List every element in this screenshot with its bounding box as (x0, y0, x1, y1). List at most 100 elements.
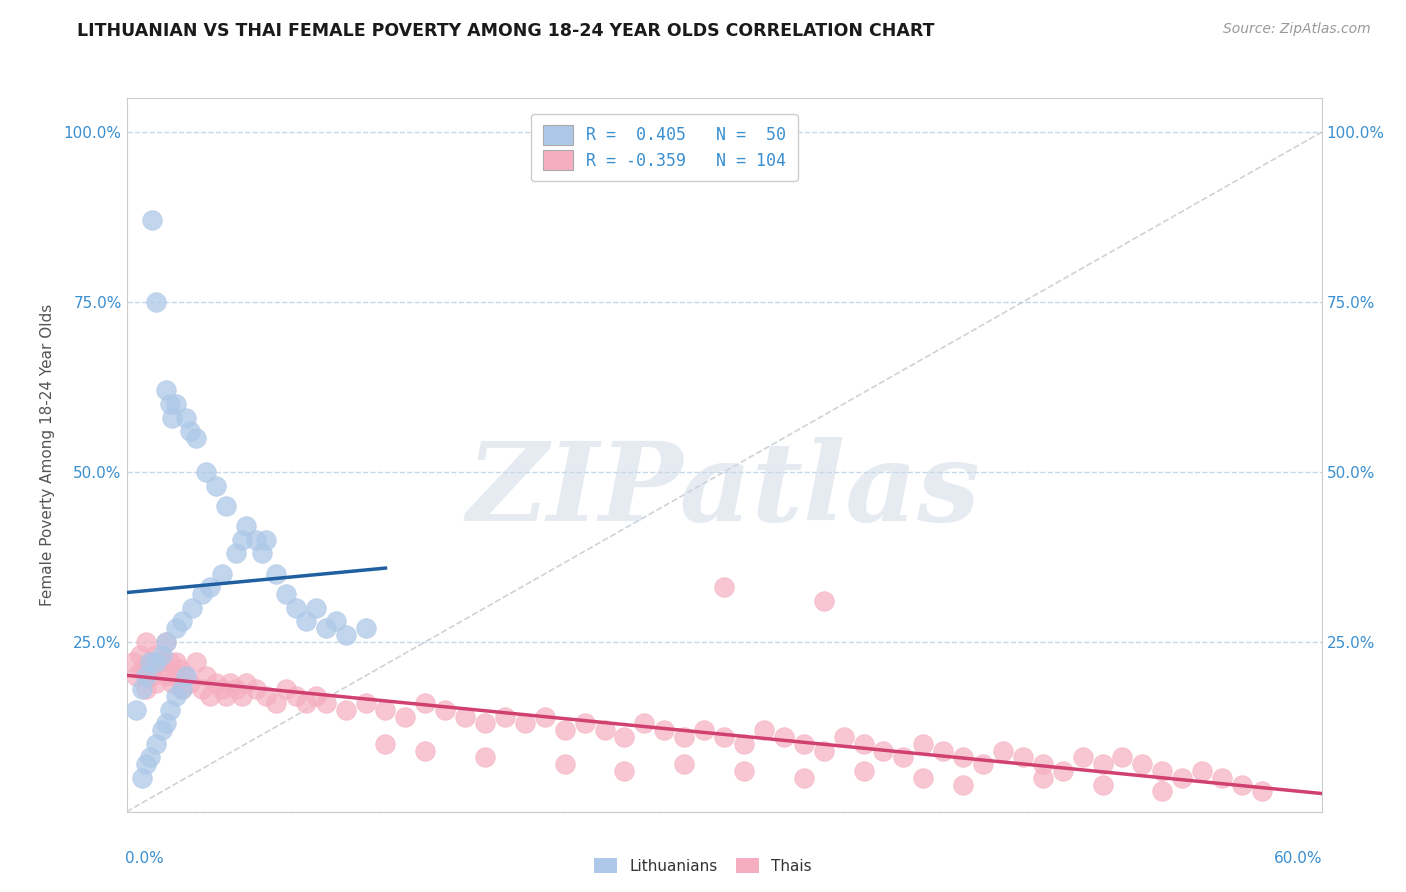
Thais (172, 682, 194, 697)
Thais (200, 689, 222, 703)
Lithuanians (172, 682, 194, 697)
Thais (513, 716, 536, 731)
Thais (593, 723, 616, 738)
Lithuanians (159, 703, 181, 717)
Thais (633, 716, 655, 731)
Lithuanians (155, 635, 177, 649)
Thais (125, 669, 148, 683)
Thais (1032, 771, 1054, 785)
Lithuanians (315, 621, 337, 635)
Lithuanians (125, 703, 148, 717)
Thais (673, 757, 696, 772)
Lithuanians (250, 546, 273, 560)
Thais (733, 764, 755, 778)
Thais (1091, 757, 1114, 772)
Thais (165, 669, 187, 683)
Thais (733, 737, 755, 751)
Thais (891, 750, 914, 764)
Thais (912, 737, 935, 751)
Lithuanians (231, 533, 253, 547)
Lithuanians (274, 587, 297, 601)
Thais (652, 723, 675, 738)
Thais (215, 689, 238, 703)
Thais (294, 696, 316, 710)
Thais (793, 737, 815, 751)
Lithuanians (159, 397, 181, 411)
Thais (394, 709, 416, 723)
Thais (165, 655, 187, 669)
Thais (1071, 750, 1094, 764)
Lithuanians (284, 600, 307, 615)
Thais (533, 709, 555, 723)
Thais (1230, 778, 1253, 792)
Thais (713, 730, 735, 744)
Thais (162, 675, 184, 690)
Thais (174, 669, 197, 683)
Thais (235, 675, 257, 690)
Thais (135, 682, 157, 697)
Thais (195, 669, 218, 683)
Thais (693, 723, 716, 738)
Lithuanians (165, 621, 187, 635)
Lithuanians (165, 689, 187, 703)
Thais (205, 675, 228, 690)
Thais (554, 757, 576, 772)
Thais (139, 655, 162, 669)
Thais (773, 730, 796, 744)
Thais (1032, 757, 1054, 772)
Thais (225, 682, 247, 697)
Thais (305, 689, 328, 703)
Thais (274, 682, 297, 697)
Thais (179, 675, 201, 690)
Text: Source: ZipAtlas.com: Source: ZipAtlas.com (1223, 22, 1371, 37)
Thais (613, 730, 636, 744)
Thais (219, 675, 242, 690)
Lithuanians (264, 566, 287, 581)
Thais (474, 716, 496, 731)
Thais (413, 696, 436, 710)
Lithuanians (172, 615, 194, 629)
Thais (374, 737, 396, 751)
Lithuanians (245, 533, 267, 547)
Lithuanians (186, 431, 208, 445)
Thais (150, 655, 174, 669)
Lithuanians (165, 397, 187, 411)
Thais (991, 743, 1014, 757)
Thais (145, 675, 167, 690)
Lithuanians (174, 669, 197, 683)
Lithuanians (162, 410, 184, 425)
Lithuanians (131, 682, 153, 697)
Thais (454, 709, 477, 723)
Thais (231, 689, 253, 703)
Thais (1152, 764, 1174, 778)
Thais (413, 743, 436, 757)
Lithuanians (205, 478, 228, 492)
Thais (1152, 784, 1174, 798)
Thais (1091, 778, 1114, 792)
Thais (1191, 764, 1213, 778)
Legend: R =  0.405   N =  50, R = -0.359   N = 104: R = 0.405 N = 50, R = -0.359 N = 104 (531, 113, 797, 181)
Lithuanians (200, 581, 222, 595)
Thais (752, 723, 775, 738)
Lithuanians (225, 546, 247, 560)
Thais (315, 696, 337, 710)
Text: 0.0%: 0.0% (125, 851, 165, 866)
Thais (474, 750, 496, 764)
Thais (149, 662, 172, 676)
Thais (932, 743, 955, 757)
Lithuanians (139, 655, 162, 669)
Thais (1130, 757, 1153, 772)
Text: LITHUANIAN VS THAI FEMALE POVERTY AMONG 18-24 YEAR OLDS CORRELATION CHART: LITHUANIAN VS THAI FEMALE POVERTY AMONG … (77, 22, 935, 40)
Lithuanians (135, 757, 157, 772)
Lithuanians (254, 533, 277, 547)
Lithuanians (155, 716, 177, 731)
Lithuanians (294, 615, 316, 629)
Text: ZIPatlas: ZIPatlas (467, 437, 981, 544)
Lithuanians (181, 600, 204, 615)
Thais (129, 648, 152, 663)
Lithuanians (179, 424, 201, 438)
Text: 60.0%: 60.0% (1274, 851, 1323, 866)
Thais (159, 655, 181, 669)
Lithuanians (150, 648, 174, 663)
Lithuanians (145, 737, 167, 751)
